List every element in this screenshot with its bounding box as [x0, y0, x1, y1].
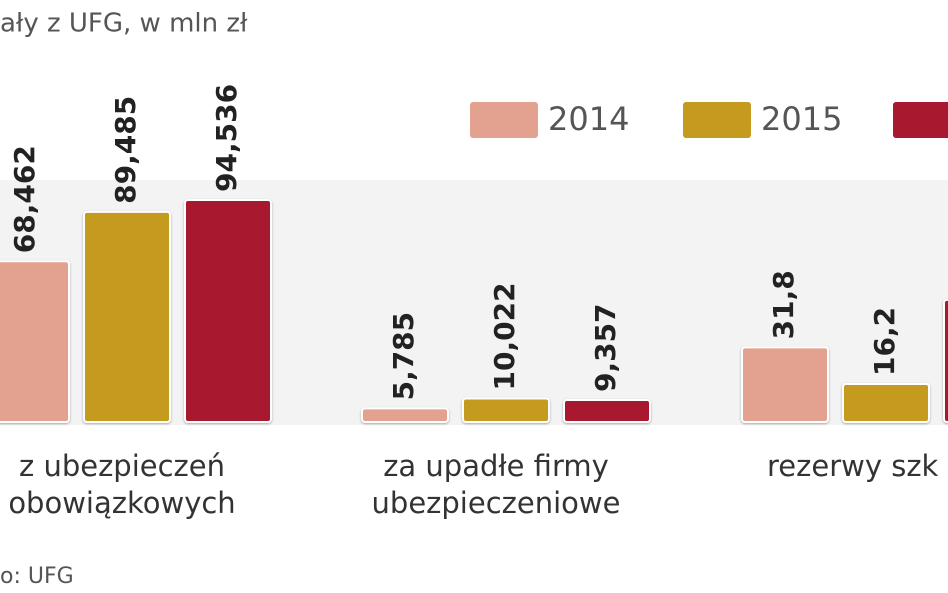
category-label: rezerwy szk [767, 449, 939, 483]
value-label: 31,8 [767, 270, 800, 339]
value-label: 16,2 [868, 307, 901, 376]
chart-title: ały z UFG, w mln zł [0, 9, 248, 39]
value-label: 9,357 [589, 303, 622, 392]
legend-label: 2014 [548, 100, 629, 138]
legend-label: 2015 [761, 100, 842, 138]
category-label: obowiązkowych [8, 486, 235, 520]
bar [0, 260, 70, 423]
legend-swatch [470, 102, 538, 138]
bar [361, 407, 449, 423]
bar [741, 346, 829, 424]
bar [184, 199, 272, 423]
bar [563, 399, 651, 424]
bar [83, 210, 171, 423]
bar [943, 298, 948, 423]
legend-swatch [683, 102, 751, 138]
value-label: 5,785 [387, 312, 420, 401]
value-label: 89,485 [109, 96, 142, 204]
value-label: 94,536 [210, 84, 243, 192]
source: o: UFG [0, 564, 74, 589]
bar [462, 397, 550, 423]
bar [842, 382, 930, 423]
category-label: za upadłe firmy [383, 449, 609, 483]
category-label: z ubezpieczeń [19, 449, 225, 483]
value-label: 68,462 [8, 145, 41, 253]
legend-swatch [893, 102, 948, 138]
value-label: 10,022 [488, 282, 521, 390]
category-label: ubezpieczeniowe [372, 486, 621, 520]
